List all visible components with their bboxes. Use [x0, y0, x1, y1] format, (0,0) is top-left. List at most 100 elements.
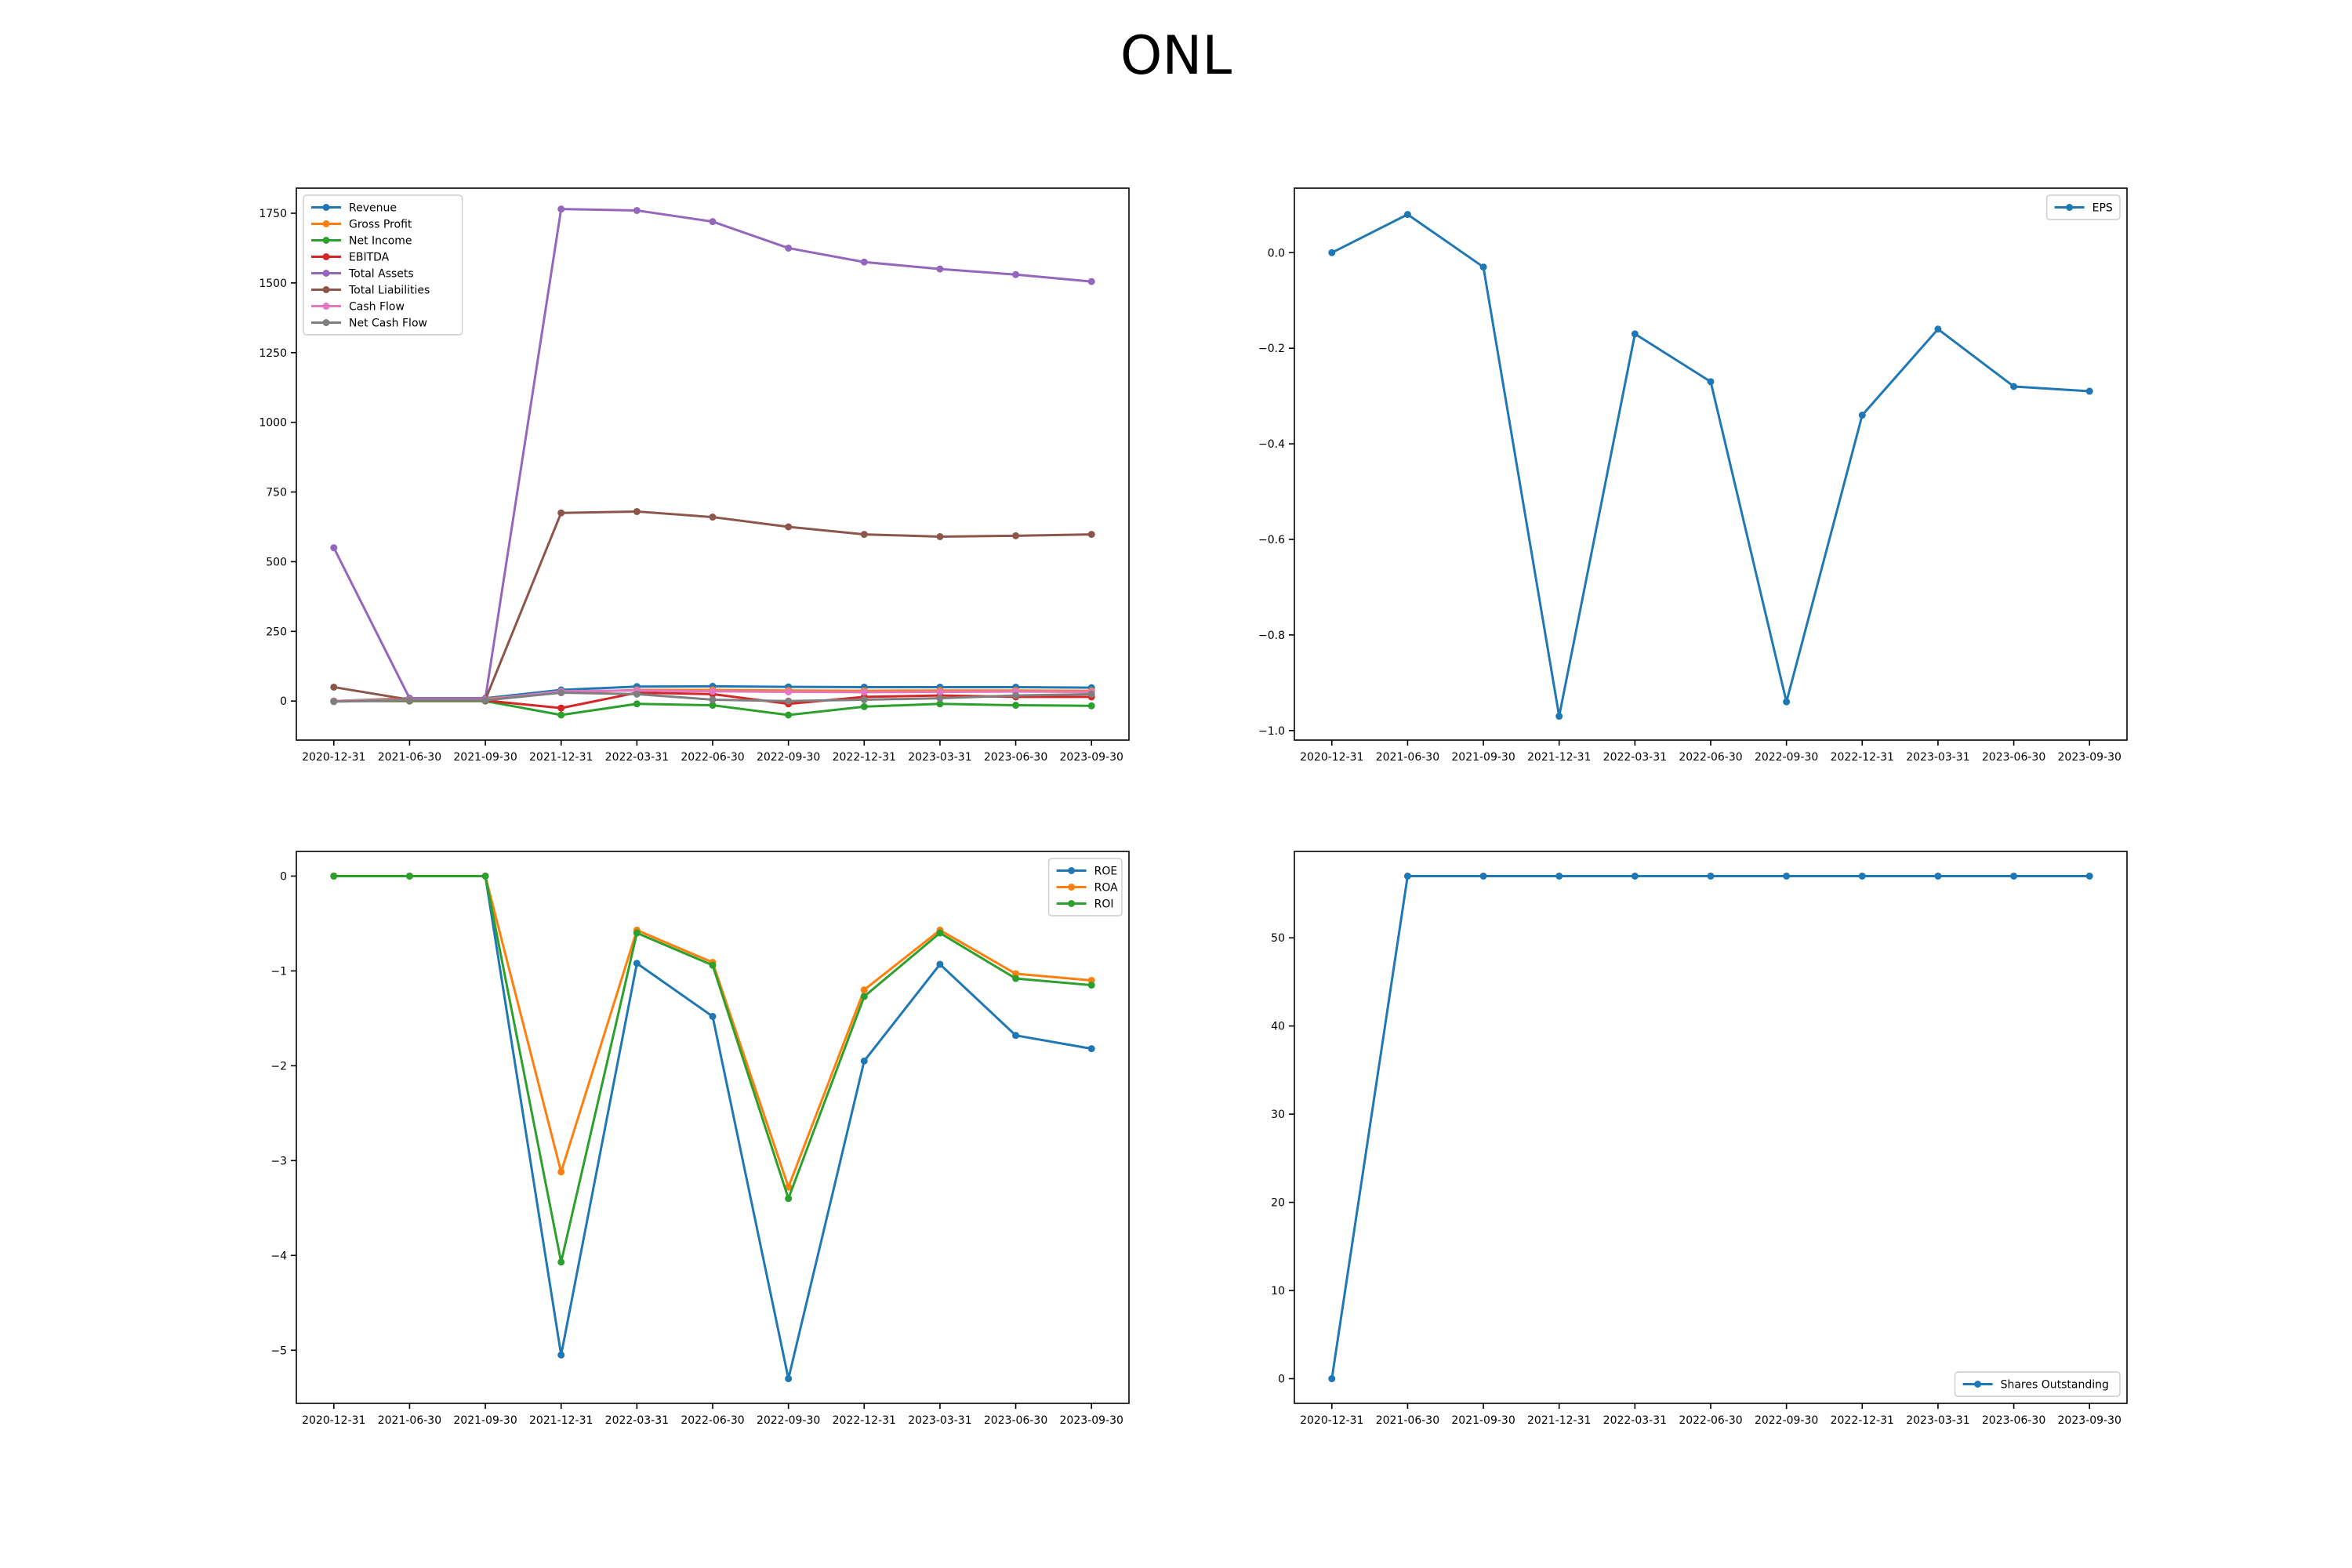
y-tick-label: 1000	[259, 417, 287, 430]
data-point	[1858, 872, 1866, 880]
x-tick-label: 2022-03-31	[605, 1414, 669, 1427]
data-point	[633, 507, 641, 515]
data-point	[557, 1258, 565, 1266]
x-tick-label: 2020-12-31	[1300, 751, 1363, 764]
data-point	[1555, 872, 1563, 880]
x-tick-label: 2021-09-30	[453, 751, 517, 764]
legend-label: EPS	[2092, 202, 2113, 215]
x-tick-label: 2021-06-30	[1376, 1414, 1439, 1427]
y-tick-label: 0.0	[1268, 247, 1285, 260]
data-point	[1631, 872, 1639, 880]
legend-label: ROI	[1094, 898, 1114, 911]
legend-label: Revenue	[349, 202, 397, 215]
data-point	[709, 218, 717, 226]
data-point	[1087, 982, 1095, 989]
legend-marker	[322, 220, 330, 227]
data-point	[1012, 975, 1020, 982]
data-point	[557, 1168, 565, 1176]
data-point	[481, 696, 489, 704]
legend-label: Total Assets	[348, 268, 414, 281]
data-point	[633, 960, 641, 967]
data-point	[1012, 270, 1020, 278]
x-tick-label: 2021-12-31	[529, 1414, 593, 1427]
data-point	[709, 1012, 717, 1020]
data-point	[481, 872, 489, 880]
data-point	[860, 1057, 868, 1065]
x-tick-label: 2023-09-30	[2058, 1414, 2122, 1427]
data-point	[936, 929, 944, 937]
data-point	[330, 698, 338, 706]
data-point	[633, 206, 641, 214]
data-point	[1012, 702, 1020, 710]
x-tick-label: 2023-03-31	[1906, 751, 1969, 764]
data-point	[1012, 1032, 1020, 1040]
legend-label: Cash Flow	[349, 301, 405, 314]
x-tick-label: 2021-06-30	[1376, 751, 1439, 764]
x-tick-label: 2021-09-30	[1451, 751, 1515, 764]
legend-label: Net Cash Flow	[349, 318, 427, 330]
y-tick-label: 50	[1271, 932, 1285, 945]
x-tick-label: 2023-03-31	[1906, 1414, 1969, 1427]
data-point	[785, 711, 793, 719]
x-tick-label: 2021-09-30	[1451, 1414, 1515, 1427]
y-tick-label: 0	[280, 870, 287, 883]
data-point	[709, 702, 717, 710]
plot-frame	[1294, 851, 2128, 1404]
legend-marker	[322, 204, 330, 211]
legend-label: Gross Profit	[349, 219, 412, 231]
legend-marker	[1068, 900, 1076, 907]
x-tick-label: 2021-12-31	[529, 751, 593, 764]
y-tick-label: 30	[1271, 1109, 1285, 1121]
legend: Revenue Gross Profit Net Income EBITDA Total…	[303, 194, 463, 336]
data-point	[405, 696, 413, 704]
data-point	[860, 993, 868, 1000]
data-point	[1403, 211, 1411, 219]
returns-chart: 2020-12-31 2021-06-30 2021-09-30 2021-12-31…	[270, 851, 1130, 1427]
x-tick-label: 2022-03-31	[605, 751, 669, 764]
data-point	[2010, 383, 2018, 390]
legend-marker	[1974, 1381, 1982, 1388]
data-point	[860, 702, 868, 710]
data-point	[2010, 872, 2018, 880]
data-point	[1087, 702, 1095, 710]
x-tick-label: 2022-09-30	[1755, 1414, 1818, 1427]
legend-box	[303, 194, 463, 336]
data-point	[709, 688, 717, 695]
x-tick-label: 2020-12-31	[302, 751, 365, 764]
data-point	[1783, 698, 1791, 706]
data-point	[330, 872, 338, 880]
x-tick-label: 2023-09-30	[2058, 751, 2122, 764]
data-point	[785, 1183, 793, 1191]
data-point	[860, 986, 868, 994]
x-tick-label: 2023-03-31	[908, 751, 971, 764]
y-tick-label: 1750	[259, 208, 287, 220]
x-tick-label: 2023-09-30	[1060, 1414, 1123, 1427]
legend-label: Shares Outstanding	[2001, 1379, 2109, 1392]
y-tick-label: −0.8	[1258, 630, 1285, 642]
x-tick-label: 2020-12-31	[1300, 1414, 1363, 1427]
x-tick-label: 2023-09-30	[1060, 751, 1123, 764]
data-point	[936, 960, 944, 968]
x-tick-label: 2022-12-31	[833, 1414, 896, 1427]
legend-marker	[322, 237, 330, 244]
data-point	[1087, 278, 1095, 285]
y-tick-label: 1500	[259, 278, 287, 290]
plot-frame	[1294, 187, 2128, 741]
legend: EPS	[2045, 194, 2121, 220]
x-tick-label: 2021-12-31	[1527, 1414, 1591, 1427]
data-point	[1087, 690, 1095, 698]
data-point	[557, 1351, 565, 1359]
data-point	[1858, 412, 1866, 419]
data-point	[1012, 691, 1020, 699]
y-tick-label: 1250	[259, 347, 287, 360]
charts-container: 2020-12-31 2021-06-30 2021-09-30 2021-12-31…	[259, 187, 2128, 1427]
x-tick-label: 2022-06-30	[681, 1414, 744, 1427]
x-tick-label: 2022-03-31	[1603, 1414, 1667, 1427]
data-point	[557, 704, 565, 712]
data-point	[2085, 872, 2093, 880]
y-tick-label: −1.0	[1258, 725, 1285, 738]
data-point	[1012, 532, 1020, 539]
x-tick-label: 2022-09-30	[757, 751, 820, 764]
data-point	[1934, 325, 1942, 333]
